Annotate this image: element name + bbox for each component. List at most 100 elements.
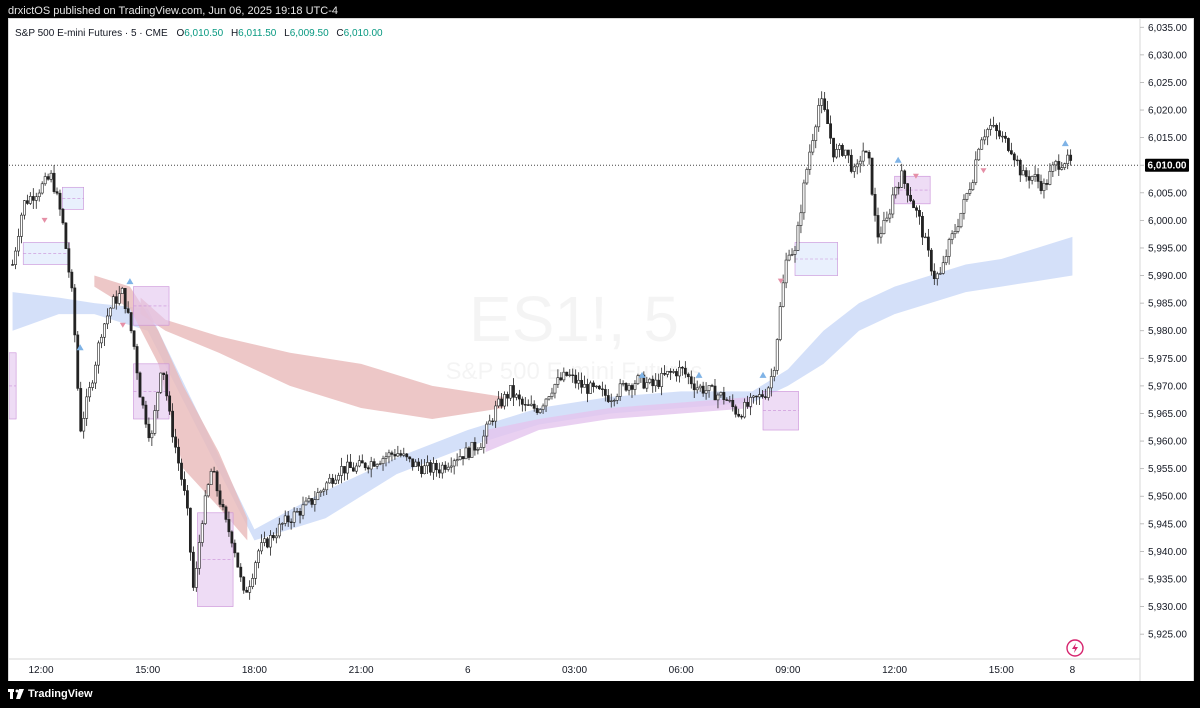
candle-body-186 <box>562 371 566 381</box>
candle-body-293 <box>879 233 883 238</box>
candle-body-329 <box>986 129 990 138</box>
candle-body-187 <box>565 371 569 376</box>
candle-body-172 <box>520 398 524 405</box>
candle-body-118 <box>360 460 364 464</box>
signal-down-0 <box>41 217 48 223</box>
candle-body-112 <box>343 466 346 474</box>
candle-body-89 <box>274 535 278 539</box>
candle-body-206 <box>621 383 625 385</box>
candle-body-267 <box>802 182 806 214</box>
candle-body-36 <box>117 293 121 304</box>
price-tick-label-16: 5,955.00 <box>1148 464 1187 475</box>
candle-body-96 <box>295 511 299 513</box>
candle-body-347 <box>1039 181 1043 191</box>
candle-body-158 <box>479 447 483 450</box>
candle-body-325 <box>974 159 978 183</box>
candle-body-95 <box>292 511 296 523</box>
candle-body-151 <box>458 456 462 460</box>
candle-body-145 <box>440 464 444 474</box>
signal-up-1 <box>126 278 134 285</box>
candle-body-91 <box>280 523 284 525</box>
publisher-header: drxictOS published on TradingView.com, J… <box>0 0 1200 22</box>
candle-body-82 <box>254 562 257 579</box>
candle-body-250 <box>752 395 755 398</box>
candle-body-19 <box>67 248 71 273</box>
candle-body-280 <box>841 144 844 156</box>
candle-body-171 <box>517 394 521 400</box>
candle-body-114 <box>349 461 352 469</box>
svg-text:S&P 500 E-mini Futures · 5 · C: S&P 500 E-mini Futures · 5 · CME O6,010.… <box>15 28 383 39</box>
candle-body-20 <box>70 271 74 289</box>
candle-body-149 <box>452 460 456 467</box>
candle-body-210 <box>633 383 637 390</box>
candle-body-282 <box>846 149 850 156</box>
candle-body-352 <box>1054 161 1058 166</box>
candle-body-238 <box>716 394 720 401</box>
candle-body-348 <box>1042 183 1046 191</box>
candle-body-62 <box>194 568 198 588</box>
candle-body-339 <box>1015 159 1019 162</box>
candle-body-5 <box>25 200 29 204</box>
candle-body-224 <box>675 371 678 377</box>
candle-body-184 <box>556 377 560 385</box>
candle-body-77 <box>239 566 243 578</box>
candle-body-211 <box>636 375 640 384</box>
tradingview-logo[interactable]: TradingView <box>8 688 93 700</box>
candle-body-15 <box>55 191 59 194</box>
candle-body-54 <box>171 410 175 438</box>
candle-body-42 <box>135 346 139 374</box>
candle-body-357 <box>1069 154 1073 161</box>
candle-body-85 <box>263 538 266 543</box>
legend-open-label: O <box>176 28 184 39</box>
price-tick-label-2: 6,025.00 <box>1148 78 1187 89</box>
candle-body-272 <box>817 105 821 128</box>
candle-body-17 <box>61 208 65 224</box>
chart-panel[interactable]: ES1!, 5 S&P 500 E-mini Futures S&P 500 E… <box>8 18 1194 682</box>
price-tick-label-18: 5,945.00 <box>1148 519 1187 530</box>
time-tick-label-1: 15:00 <box>135 665 160 676</box>
candle-body-231 <box>695 387 699 391</box>
candle-body-137 <box>417 461 421 467</box>
candle-body-308 <box>924 236 927 239</box>
price-tick-label-12: 5,975.00 <box>1148 354 1187 365</box>
time-tick-label-7: 09:00 <box>775 665 800 676</box>
candle-body-104 <box>319 490 323 493</box>
candle-body-108 <box>331 477 335 484</box>
signal-down-4 <box>980 168 987 174</box>
candle-body-312 <box>935 273 939 279</box>
candle-body-344 <box>1030 176 1034 181</box>
candle-body-269 <box>808 151 812 170</box>
candle-body-83 <box>257 550 260 563</box>
candle-body-156 <box>473 441 477 451</box>
candle-body-328 <box>983 136 987 141</box>
candle-body-333 <box>998 130 1001 137</box>
candle-body-324 <box>971 182 975 190</box>
candle-body-174 <box>526 404 530 406</box>
chart-svg[interactable]: ES1!, 5 S&P 500 E-mini Futures S&P 500 E… <box>9 19 1193 681</box>
candle-body-235 <box>707 385 711 391</box>
candle-body-29 <box>97 342 100 366</box>
candle-body-303 <box>909 194 912 202</box>
price-axis[interactable]: 6,035.00 6,030.00 6,025.00 6,020.00 6,015.00… <box>1139 19 1187 681</box>
candle-body-292 <box>876 215 880 238</box>
candle-body-320 <box>959 212 963 228</box>
candle-body-337 <box>1009 150 1013 155</box>
lightning-icon[interactable] <box>1066 639 1084 657</box>
candle-body-192 <box>580 379 584 388</box>
candle-body-67 <box>209 471 213 486</box>
candle-body-4 <box>23 200 26 216</box>
candle-body-188 <box>568 374 572 376</box>
candle-body-268 <box>805 169 809 184</box>
candle-body-262 <box>787 254 791 261</box>
candle-body-53 <box>168 395 172 412</box>
time-tick-label-5: 03:00 <box>562 665 587 676</box>
candle-body-70 <box>218 490 222 505</box>
candle-body-169 <box>512 385 515 398</box>
time-axis[interactable]: 12:00 15:00 18:00 21:00 6 03:00 06:00 09:00 12:0… <box>9 658 1140 676</box>
candle-body-346 <box>1036 174 1040 182</box>
candle-body-327 <box>980 139 984 150</box>
candle-body-220 <box>663 373 667 375</box>
candle-body-76 <box>236 552 240 568</box>
candle-body-16 <box>58 192 62 210</box>
candle-body-354 <box>1060 167 1064 170</box>
